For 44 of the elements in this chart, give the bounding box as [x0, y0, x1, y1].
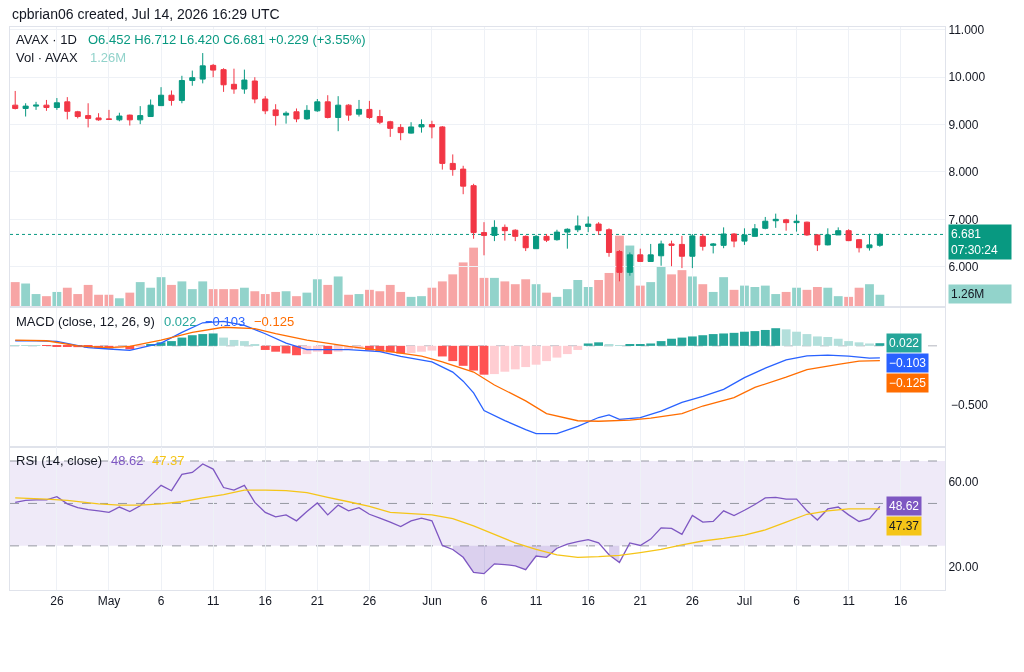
y-tick-label: 8.000 [948, 165, 979, 180]
x-tick-label: 16 [894, 594, 908, 609]
y-tick-label: 60.00 [948, 475, 979, 490]
text: 47.37 [152, 453, 185, 468]
x-tick-label: 21 [633, 594, 648, 609]
x-tick-label: 26 [685, 594, 700, 609]
text: −0.500 [951, 398, 989, 412]
x-tick-label: Jul [736, 594, 753, 609]
x-tick-label: 16 [258, 594, 273, 609]
y-tick-label: 11.000 [948, 23, 985, 38]
text: 0.022 [164, 314, 197, 329]
chart-title: Vol · AVAX [16, 50, 78, 65]
x-tick-label: 26 [362, 594, 377, 609]
text: RSI (14, close) [16, 453, 102, 468]
data-label: 48.62 [889, 499, 920, 513]
text: −0.125 [254, 314, 295, 329]
x-tick-label: 21 [310, 594, 325, 609]
chart-subtitle: O6.452 H6.712 L6.420 C6.681 +0.229 (+3.55%) [88, 32, 366, 47]
x-tick-label: 11 [206, 594, 220, 609]
annotation: −0.125 [889, 376, 927, 390]
chart-title: AVAX · 1D [16, 32, 77, 47]
annotation: −0.103 [889, 356, 927, 370]
y-tick-label: 7.000 [948, 212, 979, 227]
text: 48.62 [111, 453, 144, 468]
x-tick-label: 11 [529, 594, 543, 609]
x-tick-label: May [97, 594, 121, 609]
text: cpbrian06 created, Jul 14, 2026 16:29 UTC [12, 6, 280, 22]
annotation: 0.022 [889, 336, 920, 350]
x-tick-label: 16 [581, 594, 596, 609]
x-tick-label: 6 [480, 594, 488, 609]
y-tick-label: 9.000 [948, 117, 979, 132]
y-tick-label: 10.000 [948, 70, 986, 85]
x-tick-label: 6 [793, 594, 801, 609]
x-tick-label: 11 [842, 594, 856, 609]
y-tick-label: 20.00 [948, 560, 979, 575]
chart-subtitle: 1.26M [90, 50, 127, 65]
y-tick-label: 6.000 [948, 259, 979, 274]
x-tick-label: 6 [157, 594, 165, 609]
x-tick-label: Jun [422, 594, 442, 609]
data-label: 47.37 [889, 519, 920, 533]
ref-line-label: 6.681 07:30:24 [951, 227, 999, 257]
text: 1.26M [951, 287, 985, 301]
x-tick-label: 26 [50, 594, 64, 609]
chart-title: MACD (close, 12, 26, 9) [16, 314, 155, 329]
